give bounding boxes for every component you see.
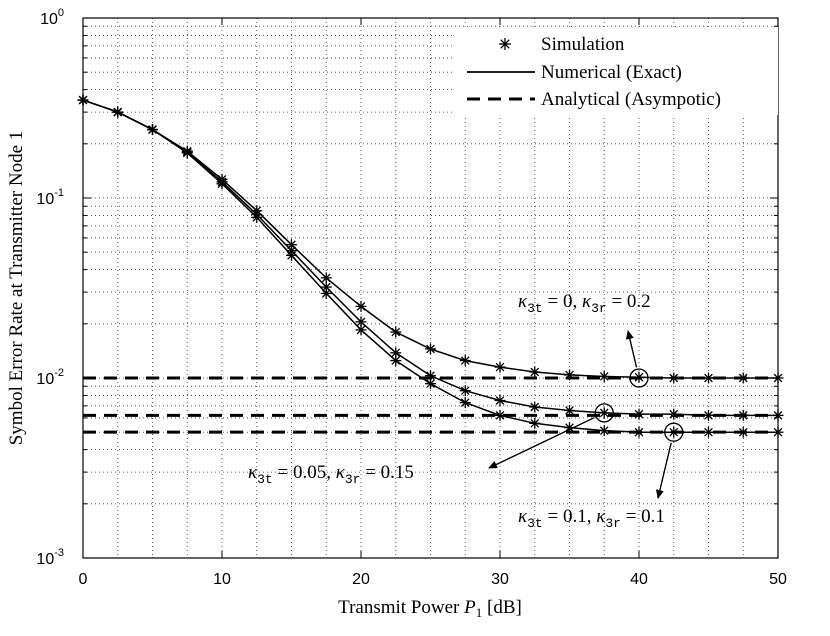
simulation-marker xyxy=(564,404,575,416)
x-tick-label: 50 xyxy=(769,571,787,588)
simulation-marker xyxy=(425,343,436,355)
annotation-label: κ3t = 0, κ3r = 0.2 xyxy=(518,291,651,316)
simulation-marker xyxy=(320,287,332,299)
annotation-circle xyxy=(629,368,649,388)
x-tick-label: 0 xyxy=(79,571,88,588)
simulation-marker xyxy=(737,372,749,384)
simulation-marker xyxy=(390,326,402,338)
simulation-marker xyxy=(112,106,124,118)
y-tick-label: 10-2 xyxy=(36,367,64,388)
annotation-arrow xyxy=(655,442,672,499)
simulation-marker xyxy=(216,178,228,190)
simulation-marker xyxy=(355,300,367,312)
simulation-marker xyxy=(147,124,158,136)
simulation-marker xyxy=(494,361,506,373)
simulation-marker xyxy=(598,370,610,382)
simulation-marker xyxy=(598,407,610,419)
simulation-marker xyxy=(494,394,506,406)
x-tick-label: 10 xyxy=(213,571,231,588)
legend-label: Simulation xyxy=(541,34,625,55)
annotation-arrow xyxy=(625,330,638,368)
x-axis-label: Transmit Power P1 [dB] xyxy=(338,597,522,620)
y-axis-label: Symbol Error Rate at Transmitter Node 1 xyxy=(6,131,27,446)
simulation-marker xyxy=(633,426,645,438)
simulation-marker xyxy=(251,211,263,223)
annotation-label: κ3t = 0.05, κ3r = 0.15 xyxy=(248,462,414,487)
annotation-circle xyxy=(664,422,684,442)
simulation-marker xyxy=(668,372,680,384)
simulation-marker xyxy=(529,401,541,413)
legend: Simulation Numerical (Exact) Analytical (A… xyxy=(455,27,778,115)
simulation-marker xyxy=(459,385,471,397)
simulation-marker xyxy=(286,249,297,261)
simulation-marker xyxy=(703,409,714,421)
simulation-marker xyxy=(355,324,367,336)
annotation-arrow xyxy=(488,417,595,469)
simulation-marker xyxy=(668,408,680,420)
simulation-marker xyxy=(320,281,332,293)
tick-labels: 0 10 20 30 40 50 100 10-1 10-2 10-3 xyxy=(36,7,787,588)
plot-frame xyxy=(82,17,779,559)
simulation-marker xyxy=(425,370,436,382)
simulation-marker xyxy=(668,426,680,438)
simulation-marker xyxy=(459,397,471,409)
legend-box xyxy=(455,27,778,115)
simulation-marker xyxy=(320,272,332,284)
x-tick-label: 40 xyxy=(630,571,648,588)
y-tick-label: 100 xyxy=(40,7,64,28)
simulation-marker xyxy=(703,426,714,438)
simulation-marker xyxy=(737,426,749,438)
x-tick-label: 20 xyxy=(352,571,370,588)
legend-label: Numerical (Exact) xyxy=(541,62,682,83)
simulation-marker xyxy=(181,147,193,159)
annotation-label: κ3t = 0.1, κ3r = 0.1 xyxy=(518,506,665,531)
simulation-marker xyxy=(598,425,610,437)
simulation-marker xyxy=(494,409,506,421)
legend-label: Analytical (Asympotic) xyxy=(541,89,721,110)
simulation-marker xyxy=(633,371,645,383)
simulation-marker xyxy=(737,409,749,421)
simulation-marker xyxy=(425,378,436,390)
y-tick-label: 10-1 xyxy=(36,187,64,208)
simulation-marker xyxy=(390,355,402,367)
annotation-circle xyxy=(594,403,614,423)
simulation-marker xyxy=(459,355,471,367)
simulation-marker xyxy=(529,417,541,429)
y-tick-label: 10-3 xyxy=(36,547,64,568)
annotations: κ3t = 0, κ3r = 0.2 κ3t = 0.05, κ3r = 0.15… xyxy=(248,291,684,531)
simulation-marker xyxy=(529,366,541,378)
simulation-marker xyxy=(564,369,575,381)
simulation-marker xyxy=(499,38,511,50)
x-tick-label: 30 xyxy=(491,571,509,588)
simulation-marker xyxy=(633,408,645,420)
simulation-marker xyxy=(703,372,714,384)
